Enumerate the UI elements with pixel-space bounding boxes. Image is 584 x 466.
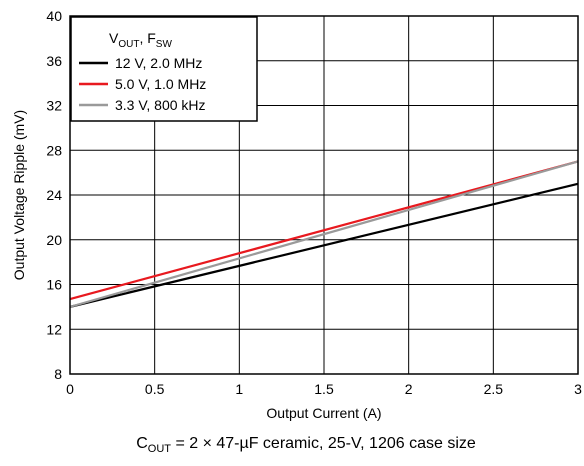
x-tick-label: 2 (405, 381, 413, 397)
x-axis-title: Output Current (A) (266, 405, 381, 421)
y-tick-label: 24 (46, 187, 62, 203)
plot-frame (69, 15, 579, 375)
legend: VOUT, FSW 12 V, 2.0 MHz 5.0 V, 1.0 MHz 3.3… (70, 16, 258, 122)
x-tick-label: 0 (66, 381, 74, 397)
legend-title-sep: , F (139, 30, 155, 46)
caption: COUT = 2 × 47-µF ceramic, 25-V, 1206 cas… (136, 435, 476, 455)
legend-label: 5.0 V, 1.0 MHz (115, 76, 206, 92)
x-tick-label: 2.5 (484, 381, 504, 397)
series-line (69, 182, 579, 308)
legend-items: 12 V, 2.0 MHz 5.0 V, 1.0 MHz 3.3 V, 800 kH… (79, 55, 206, 113)
series-line (69, 160, 579, 308)
y-tick-label: 20 (46, 232, 62, 248)
y-tick-label: 8 (54, 366, 62, 382)
x-tick-label: 1.5 (314, 381, 334, 397)
caption-pre: C (136, 435, 148, 452)
y-tick-label: 16 (46, 277, 62, 293)
y-tick-label: 40 (46, 8, 62, 24)
series-line (69, 160, 579, 301)
legend-title: VOUT, FSW (109, 30, 172, 50)
x-tick-label: 1 (235, 381, 243, 397)
caption-post: = 2 × 47-µF ceramic, 25-V, 1206 case siz… (171, 435, 476, 452)
y-axis-title: Output Voltage Ripple (mV) (11, 110, 27, 280)
caption-sub: OUT (148, 443, 172, 455)
series-lines (69, 160, 579, 308)
legend-title-sub1: OUT (118, 39, 139, 50)
x-tick-label: 3 (574, 381, 582, 397)
legend-title-main: V (109, 30, 119, 46)
legend-box (70, 16, 258, 122)
x-tick-label: 0.5 (145, 381, 165, 397)
legend-label: 3.3 V, 800 kHz (115, 97, 206, 113)
legend-title-sub2: SW (156, 39, 173, 50)
y-tick-label: 12 (46, 321, 62, 337)
y-tick-label: 28 (46, 142, 62, 158)
y-tick-label: 36 (46, 53, 62, 69)
legend-label: 12 V, 2.0 MHz (115, 55, 202, 71)
tick-labels: 0 0.5 1 1.5 2 2.5 3 8 12 16 20 24 28 32 36 40 (46, 8, 582, 397)
y-tick-label: 32 (46, 98, 62, 114)
